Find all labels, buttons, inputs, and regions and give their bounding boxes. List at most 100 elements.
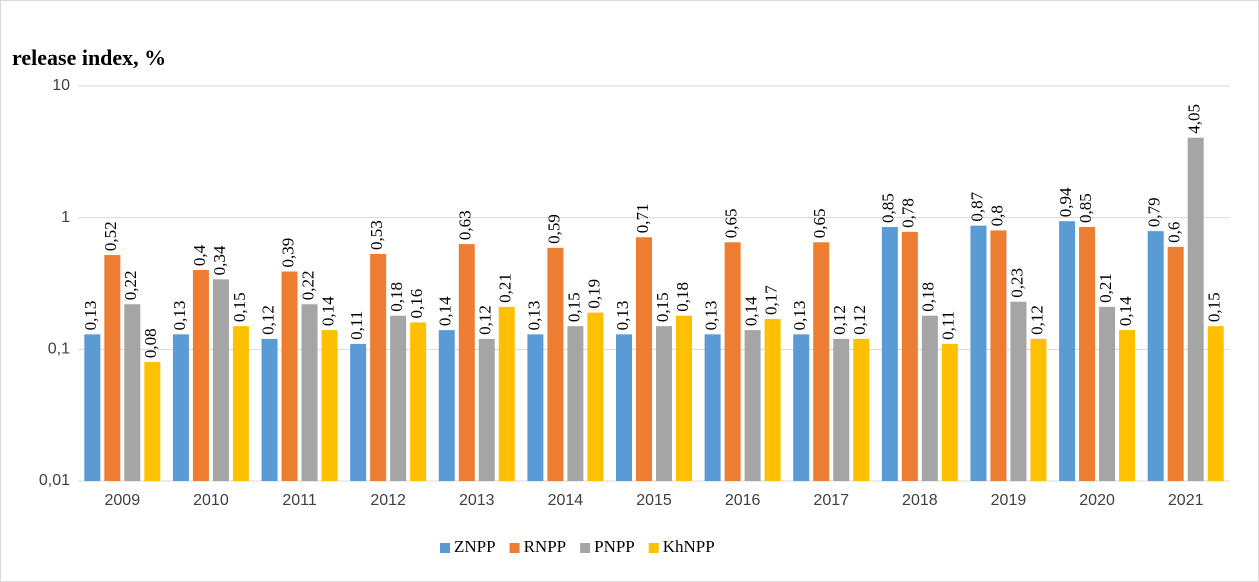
value-label: 0,11 [347, 311, 366, 340]
bar [793, 334, 810, 481]
value-label: 0,08 [141, 328, 160, 358]
bar [1147, 231, 1164, 481]
value-label: 0,11 [939, 311, 958, 340]
x-tick-label: 2017 [813, 492, 849, 509]
value-label: 0,94 [1056, 187, 1075, 217]
x-tick-label: 2011 [282, 492, 317, 509]
x-tick-label: 2021 [1168, 492, 1204, 509]
value-label: 0,39 [278, 238, 297, 268]
bar [901, 231, 918, 481]
legend-label: ZNPP [454, 537, 496, 556]
value-label: 0,21 [496, 273, 515, 303]
value-label: 0,21 [1096, 273, 1115, 303]
value-label: 0,52 [101, 221, 120, 251]
value-label: 0,23 [1007, 268, 1026, 298]
bar [881, 226, 898, 481]
y-tick-label: 10 [52, 77, 70, 94]
bar [410, 322, 427, 481]
bar [833, 338, 850, 481]
bar [390, 315, 407, 481]
x-tick-label: 2014 [548, 492, 584, 509]
bar [438, 330, 455, 481]
value-label: 0,15 [230, 292, 249, 322]
bar [1010, 301, 1027, 481]
bar [301, 304, 318, 481]
value-label: 0,12 [258, 305, 277, 335]
bar [1187, 137, 1204, 481]
x-tick-label: 2012 [370, 492, 406, 509]
value-label: 0,85 [879, 193, 898, 223]
value-label: 0,14 [742, 296, 761, 326]
value-label: 0,14 [436, 296, 455, 326]
value-label: 0,13 [170, 301, 189, 331]
value-label: 0,13 [702, 301, 721, 331]
bar [1059, 221, 1076, 481]
bar [458, 244, 475, 481]
bar [547, 247, 564, 481]
value-label: 0,18 [673, 282, 692, 312]
bar [744, 330, 761, 481]
value-label: 0,65 [810, 209, 829, 239]
value-label: 0,53 [367, 220, 386, 250]
bar [616, 334, 632, 481]
legend-swatch [509, 543, 520, 553]
chart-title: release index, % [12, 45, 166, 70]
y-tick-label: 1 [61, 209, 70, 226]
value-label: 0,12 [830, 305, 849, 335]
bar [104, 255, 121, 481]
value-label: 0,15 [653, 292, 672, 322]
bar [212, 279, 229, 481]
bar [232, 326, 249, 481]
bar [921, 315, 938, 481]
x-tick-label: 2013 [459, 492, 495, 509]
value-label: 0,4 [190, 244, 209, 266]
x-tick-label: 2010 [193, 492, 229, 509]
bar [676, 315, 692, 481]
y-tick-label: 0,1 [48, 341, 70, 358]
bar [636, 237, 652, 481]
bar [281, 271, 298, 481]
bar [261, 338, 278, 481]
value-label: 0,13 [524, 301, 543, 331]
bar [321, 330, 338, 481]
x-tick-label: 2015 [636, 492, 672, 509]
bar [370, 253, 387, 481]
value-label: 0,65 [722, 209, 741, 239]
bar [478, 338, 495, 481]
x-tick-label: 2009 [105, 492, 141, 509]
bar [84, 334, 101, 481]
bar [1207, 326, 1224, 481]
value-label: 0,18 [387, 282, 406, 312]
value-label: 0,34 [210, 245, 229, 275]
legend-label: KhNPP [663, 537, 715, 556]
value-label: 0,14 [318, 296, 337, 326]
bar [813, 242, 830, 481]
value-label: 0,85 [1076, 193, 1095, 223]
value-label: 0,12 [476, 305, 495, 335]
value-label: 0,15 [564, 292, 583, 322]
legend-swatch [440, 543, 450, 553]
value-label: 0,59 [544, 214, 563, 244]
legend-swatch [648, 543, 659, 553]
value-label: 0,13 [790, 301, 809, 331]
bar [990, 230, 1007, 481]
value-label: 0,17 [762, 285, 781, 315]
bar [144, 362, 161, 481]
bar [172, 334, 189, 481]
value-label: 0,16 [407, 289, 426, 319]
value-label: 0,71 [633, 204, 652, 234]
bar [527, 334, 544, 481]
bar [724, 242, 741, 481]
x-tick-label: 2018 [902, 492, 938, 509]
legend-label: PNPP [594, 537, 635, 556]
bar [656, 326, 672, 481]
bar [498, 306, 515, 481]
bar [704, 334, 721, 481]
value-label: 0,12 [1027, 305, 1046, 335]
value-label: 0,63 [456, 210, 475, 240]
value-label: 0,87 [967, 191, 986, 221]
bar [853, 338, 870, 481]
value-label: 0,19 [584, 279, 603, 309]
value-label: 0,14 [1116, 296, 1135, 326]
bar [1099, 306, 1116, 481]
